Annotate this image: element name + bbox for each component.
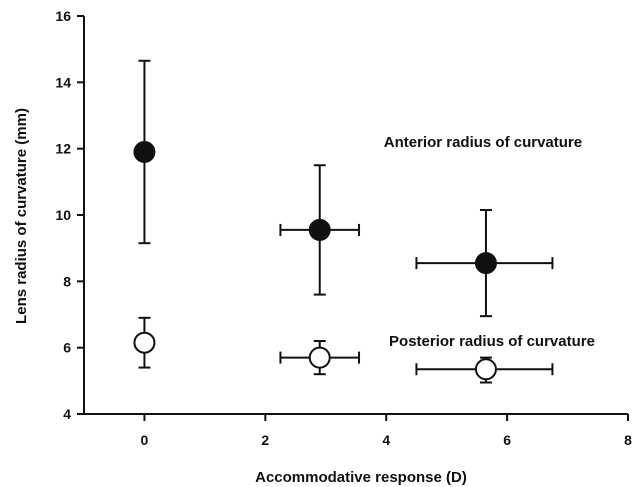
posterior-series-label: Posterior radius of curvature — [389, 333, 595, 350]
axes: 4 6 8 10 12 14 16 0 2 4 6 8 — [55, 8, 632, 448]
y-axis-title: Lens radius of curvature (mm) — [13, 108, 30, 324]
y-tick-label: 4 — [63, 406, 71, 422]
anterior-data-point — [133, 140, 156, 163]
posterior-data-point — [474, 358, 497, 381]
y-tick-label: 12 — [55, 141, 71, 157]
x-axis-title: Accommodative response (D) — [255, 469, 467, 486]
y-tick-label: 6 — [63, 340, 71, 356]
x-tick-label: 8 — [624, 432, 632, 448]
anterior-data-point — [474, 252, 497, 275]
x-tick-label: 6 — [503, 432, 511, 448]
x-tick-label: 2 — [261, 432, 269, 448]
x-tick-label: 0 — [141, 432, 149, 448]
anterior-data-point — [308, 218, 331, 241]
x-tick-label: 4 — [382, 432, 390, 448]
y-tick-label: 8 — [63, 273, 71, 289]
y-tick-label: 10 — [55, 207, 71, 223]
data-markers — [133, 140, 497, 381]
y-tick-label: 14 — [55, 74, 71, 90]
anterior-series-label: Anterior radius of curvature — [384, 134, 582, 151]
posterior-data-point — [133, 331, 156, 354]
y-tick-label: 16 — [55, 8, 71, 24]
posterior-data-point — [308, 346, 331, 369]
annotations: Anterior radius of curvature Posterior ra… — [384, 134, 595, 350]
